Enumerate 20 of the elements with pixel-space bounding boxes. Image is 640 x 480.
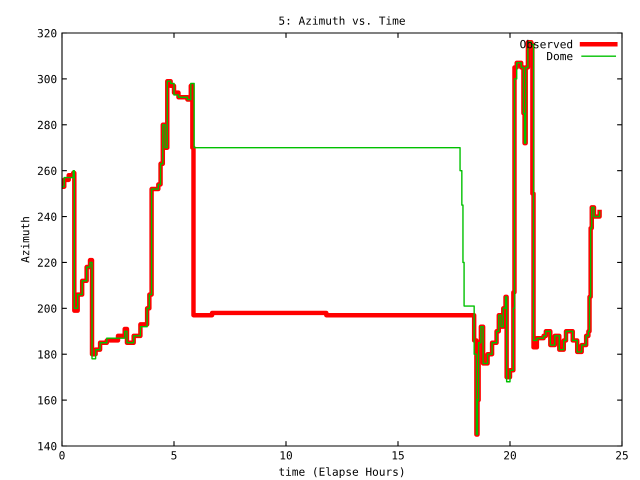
x-tick-label: 25 [616, 451, 628, 460]
legend-label: Dome [547, 52, 572, 60]
y-tick-label: 220 [38, 258, 56, 267]
y-axis-title: Azimuth [20, 217, 30, 263]
x-tick-label: 10 [280, 451, 292, 460]
y-tick-label: 240 [38, 212, 56, 221]
y-tick-label: 280 [38, 120, 56, 130]
x-tick-label: 5 [171, 451, 176, 460]
y-tick-label: 200 [38, 304, 56, 313]
chart-title: 5: Azimuth vs. Time [279, 16, 405, 25]
y-tick-label: 140 [38, 442, 56, 450]
x-tick-label: 20 [504, 451, 516, 460]
y-tick-label: 180 [38, 350, 56, 359]
x-tick-label: 15 [392, 451, 404, 460]
x-axis-title: time (Elapse Hours) [279, 467, 404, 478]
x-tick-label: 0 [59, 451, 65, 460]
y-tick-label: 320 [38, 29, 56, 38]
y-tick-label: 260 [38, 166, 56, 176]
y-tick-label: 300 [38, 74, 56, 84]
y-tick-label: 160 [38, 396, 56, 405]
